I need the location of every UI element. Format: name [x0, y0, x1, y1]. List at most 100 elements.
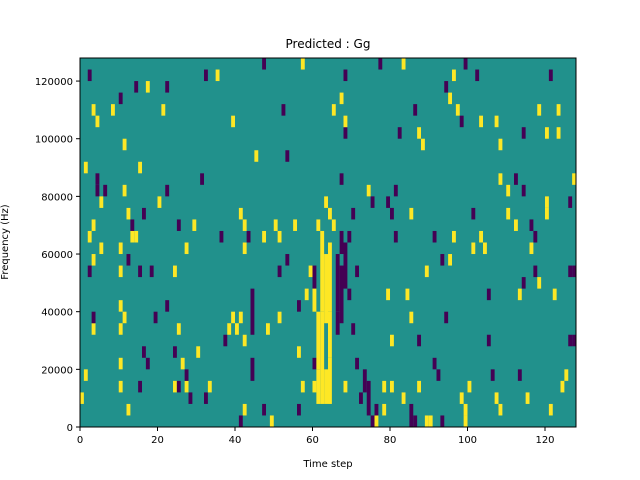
heatmap-cell: [556, 104, 561, 116]
heatmap-cell: [324, 369, 329, 404]
heatmap-cell: [537, 104, 542, 116]
heatmap-cell: [242, 242, 247, 255]
heatmap-cell: [308, 265, 313, 278]
heatmap-cell: [173, 265, 177, 278]
heatmap-cell: [436, 369, 441, 381]
heatmap-cell: [176, 323, 181, 335]
heatmap-cell: [235, 323, 239, 335]
heatmap-cell: [343, 380, 348, 393]
heatmap-cell: [417, 127, 422, 139]
heatmap-cell: [498, 138, 503, 151]
heatmap-cell: [176, 380, 181, 393]
heatmap-cell: [452, 69, 456, 82]
heatmap-cell: [99, 196, 104, 208]
heatmap-cell: [486, 288, 491, 301]
x-tick-label: 0: [77, 435, 83, 446]
heatmap-cell: [401, 392, 406, 404]
y-tick-label: 20000: [41, 365, 73, 376]
heatmap-cell: [153, 311, 158, 324]
heatmap-cell: [91, 104, 96, 116]
heatmap-cell: [130, 230, 135, 243]
heatmap-cell: [471, 207, 476, 220]
heatmap-cell: [568, 334, 573, 347]
x-axis-label: Time step: [302, 459, 352, 470]
heatmap-cell: [227, 323, 232, 335]
heatmap-cell: [269, 415, 274, 427]
heatmap-cell: [180, 357, 185, 370]
y-tick-label: 60000: [41, 250, 73, 261]
x-tick-label: 80: [384, 435, 397, 446]
heatmap-cell: [173, 346, 177, 358]
heatmap-cell: [572, 265, 577, 278]
heatmap-cell: [421, 138, 425, 151]
heatmap-cell: [374, 403, 379, 416]
heatmap-cell: [126, 207, 131, 220]
heatmap-cell: [184, 242, 189, 255]
heatmap-cell: [455, 104, 460, 116]
heatmap-cell: [262, 403, 267, 416]
heatmap-cell: [548, 69, 553, 82]
heatmap-cell: [533, 265, 538, 278]
heatmap-cell: [494, 115, 499, 128]
heatmap-cell: [355, 265, 360, 278]
heatmap-cell: [134, 230, 139, 243]
heatmap-cell: [382, 380, 387, 393]
heatmap-cell: [359, 392, 363, 404]
heatmap-cell: [297, 300, 301, 312]
heatmap-cell: [142, 346, 146, 358]
heatmap-cell: [444, 311, 449, 324]
heatmap-cell: [331, 219, 336, 231]
y-tick-label: 0: [67, 423, 73, 434]
heatmap-cell: [122, 138, 127, 151]
heatmap-cell: [393, 230, 398, 243]
heatmap-cell: [266, 323, 270, 335]
heatmap-cell: [118, 92, 123, 105]
heatmap-cell: [347, 288, 352, 301]
heatmap-cell: [568, 265, 573, 278]
heatmap-cell: [479, 230, 484, 243]
x-tick-label: 100: [458, 435, 477, 446]
heatmap-cell: [463, 415, 468, 427]
heatmap-cell: [529, 219, 534, 231]
heatmap-cell: [347, 230, 352, 243]
heatmap-cell: [91, 311, 96, 324]
heatmap-cell: [335, 254, 340, 312]
heatmap-cell: [417, 334, 422, 347]
heatmap-cell: [409, 403, 414, 427]
heatmap-cell: [498, 173, 503, 185]
plot-frame: [79, 57, 577, 428]
heatmap-cell: [304, 288, 309, 301]
heatmap-cell: [568, 196, 573, 208]
heatmap-cell: [91, 219, 96, 231]
heatmap-cell: [118, 265, 123, 278]
heatmap-cell: [254, 150, 259, 162]
heatmap-cell: [521, 277, 526, 289]
heatmap-cell: [126, 403, 131, 416]
y-axis-label: Frequency (Hz): [0, 204, 11, 280]
heatmap-cell: [351, 207, 356, 220]
heatmap-cell: [382, 403, 387, 416]
heatmap-cell: [277, 230, 282, 243]
heatmap-cell: [545, 127, 549, 139]
heatmap-cell: [246, 230, 251, 243]
heatmap-cell: [339, 230, 344, 255]
heatmap-cell: [517, 288, 522, 301]
y-tick-label: 40000: [41, 308, 73, 319]
heatmap-cell: [157, 196, 162, 208]
heatmap-cell: [215, 69, 220, 82]
x-tick-label: 120: [535, 435, 554, 446]
heatmap-cell: [370, 415, 375, 427]
heatmap-cell: [238, 415, 243, 427]
heatmap-cell: [293, 219, 298, 231]
heatmap-cell: [374, 415, 379, 427]
heatmap-cell: [312, 265, 317, 289]
heatmap-cell: [556, 127, 561, 139]
heatmap-cell: [494, 392, 499, 404]
heatmap-cell: [91, 323, 96, 335]
heatmap-cell: [498, 403, 503, 416]
heatmap-cell: [316, 369, 321, 404]
heatmap-cell: [351, 323, 356, 335]
heatmap-cell: [397, 127, 402, 139]
y-tick-label: 120000: [35, 77, 73, 88]
